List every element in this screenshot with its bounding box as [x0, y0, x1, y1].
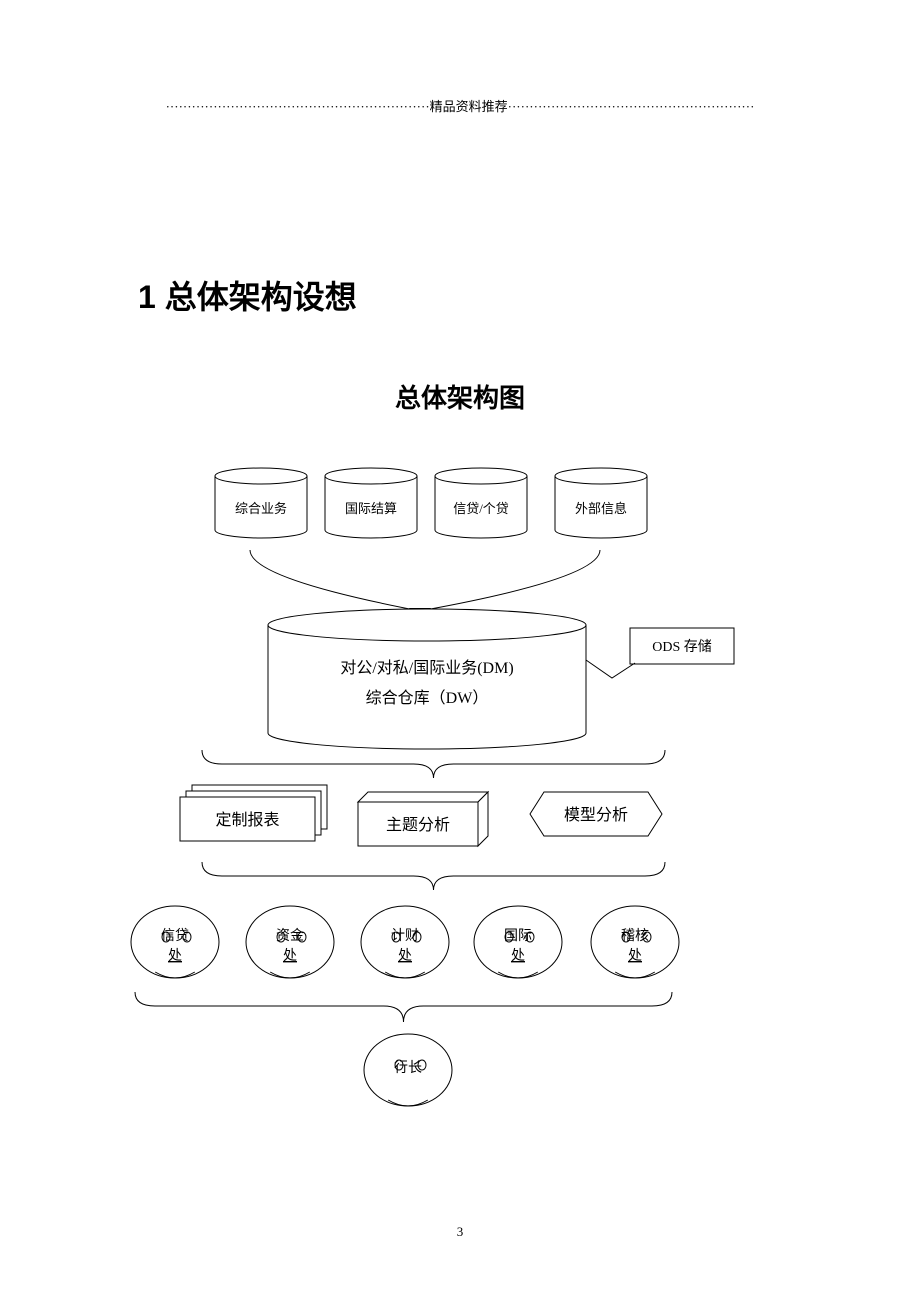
- diagram-title: 总体架构图: [0, 378, 920, 415]
- svg-text:行长: 行长: [394, 1060, 422, 1076]
- svg-text:处: 处: [398, 948, 412, 964]
- svg-text:外部信息: 外部信息: [575, 501, 627, 516]
- svg-text:信贷/个贷: 信贷/个贷: [453, 501, 509, 516]
- svg-text:模型分析: 模型分析: [564, 806, 628, 824]
- svg-text:综合业务: 综合业务: [235, 501, 287, 516]
- svg-text:信贷: 信贷: [161, 928, 189, 944]
- page-number: 3: [0, 1224, 920, 1240]
- section-heading: 1 总体架构设想: [138, 272, 357, 318]
- svg-text:处: 处: [168, 948, 182, 964]
- svg-text:ODS 存储: ODS 存储: [652, 639, 712, 655]
- header-dotted-text: ········································…: [90, 96, 830, 115]
- svg-text:定制报表: 定制报表: [215, 811, 279, 829]
- svg-text:国际结算: 国际结算: [345, 501, 397, 516]
- svg-text:处: 处: [628, 948, 642, 964]
- architecture-diagram: 综合业务 国际结算 信贷/个贷 外部信息对公/对私/国际业务(DM) 综合仓库（DW） O…: [110, 430, 810, 1130]
- section-number: 1: [138, 279, 156, 315]
- svg-text:国际: 国际: [504, 928, 532, 944]
- svg-text:处: 处: [511, 948, 525, 964]
- section-title: 总体架构设想: [165, 279, 357, 315]
- svg-text:主题分析: 主题分析: [386, 816, 450, 834]
- svg-text:综合仓库（DW）: 综合仓库（DW）: [366, 689, 489, 707]
- svg-text:处: 处: [283, 948, 297, 964]
- svg-text:对公/对私/国际业务(DM): 对公/对私/国际业务(DM): [340, 659, 513, 677]
- svg-text:资金: 资金: [276, 928, 304, 944]
- svg-text:稽核: 稽核: [621, 928, 649, 944]
- svg-text:计财: 计财: [391, 928, 419, 944]
